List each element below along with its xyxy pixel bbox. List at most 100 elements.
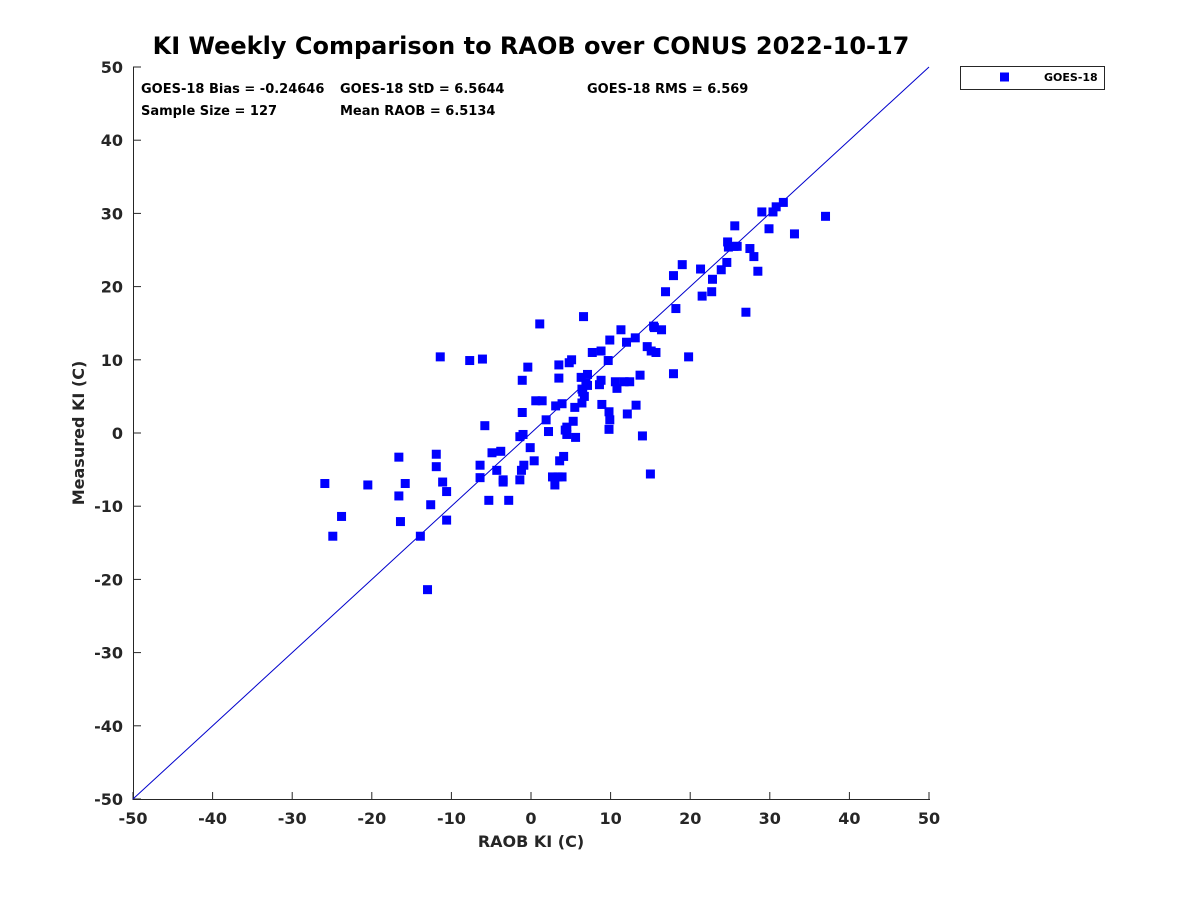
data-point [554,360,564,370]
data-point [475,460,485,470]
data-point [677,260,687,270]
data-point [657,325,667,335]
data-point [426,500,436,510]
data-point [645,469,655,479]
data-point [723,242,733,252]
data-point [637,431,647,441]
data-point [716,265,726,275]
data-point [518,429,528,439]
x-tick-label: 20 [679,809,701,828]
data-point [583,369,593,379]
data-point [438,477,448,487]
data-point [610,377,620,387]
data-point [504,495,514,505]
data-point [535,319,545,329]
data-point [529,456,539,466]
x-axis-ticks: -50 -40 -30 -20 -10 0 10 20 30 40 50 [119,792,940,828]
y-tick-label: 50 [101,58,123,77]
data-point [477,354,487,364]
data-point [749,252,759,262]
data-point [395,517,405,527]
data-point [517,408,527,418]
data-point [722,257,732,267]
data-point [622,409,632,419]
y-tick-label: -10 [94,497,123,516]
data-point [604,424,614,434]
data-point [605,335,615,345]
data-point [605,415,615,425]
data-point [568,416,578,426]
data-point [696,264,706,274]
data-point [547,472,557,482]
data-point [771,202,781,212]
goes-18-series [320,197,831,595]
data-point [550,480,560,490]
data-point [559,451,569,461]
data-point [525,443,535,453]
data-point [646,346,656,356]
data-point [498,477,508,487]
x-tick-label: -40 [198,809,227,828]
data-point [821,211,831,221]
data-point [394,452,404,462]
y-tick-label: 30 [101,204,123,223]
data-point [431,449,441,459]
data-point [557,399,567,409]
y-tick-label: 40 [101,131,123,150]
data-point [619,377,629,387]
data-point [475,473,485,483]
x-tick-label: 30 [759,809,781,828]
legend: GOES-18 [960,66,1105,90]
data-point [571,432,581,442]
data-point [668,271,678,281]
x-tick-label: -10 [437,809,466,828]
data-point [394,491,404,501]
data-point [431,462,441,472]
data-point [544,427,554,437]
data-point [484,495,494,505]
data-point [487,448,497,458]
data-point [554,373,564,383]
data-point [732,241,742,251]
stat-mean-raob: Mean RAOB = 6.5134 [340,104,495,119]
data-point [741,307,751,317]
y-tick-label: -40 [94,717,123,736]
data-point [625,377,635,387]
data-point [757,207,767,217]
legend-marker-goes-18 [1000,72,1009,82]
data-point [515,475,525,485]
data-point [465,356,475,366]
data-point [516,465,526,475]
data-point [492,465,502,475]
data-point [768,207,778,217]
data-point [612,383,622,393]
data-point [400,479,410,489]
data-point [560,425,570,435]
data-point [537,396,547,406]
x-tick-label: 40 [838,809,860,828]
data-point [480,421,490,431]
data-point [603,356,613,366]
data-point [328,531,338,541]
data-point [671,304,681,314]
data-point [337,511,347,521]
x-tick-label: -30 [278,809,307,828]
y-tick-label: -50 [94,790,123,809]
y-tick-label: -30 [94,644,123,663]
data-point [415,531,425,541]
data-point [778,197,788,207]
x-tick-label: -20 [357,809,386,828]
data-point [579,312,589,322]
stats-annotations: GOES-18 Bias = -0.24646 GOES-18 StD = 6.… [141,82,748,119]
data-point [745,244,755,254]
y-tick-label: -20 [94,570,123,589]
stat-rms: GOES-18 RMS = 6.569 [587,82,748,97]
data-point [707,287,717,297]
data-point [541,415,551,425]
y-tick-label: 20 [101,278,123,297]
data-point [697,291,707,301]
data-point [517,375,527,385]
data-point [597,399,607,409]
data-point [320,479,330,489]
